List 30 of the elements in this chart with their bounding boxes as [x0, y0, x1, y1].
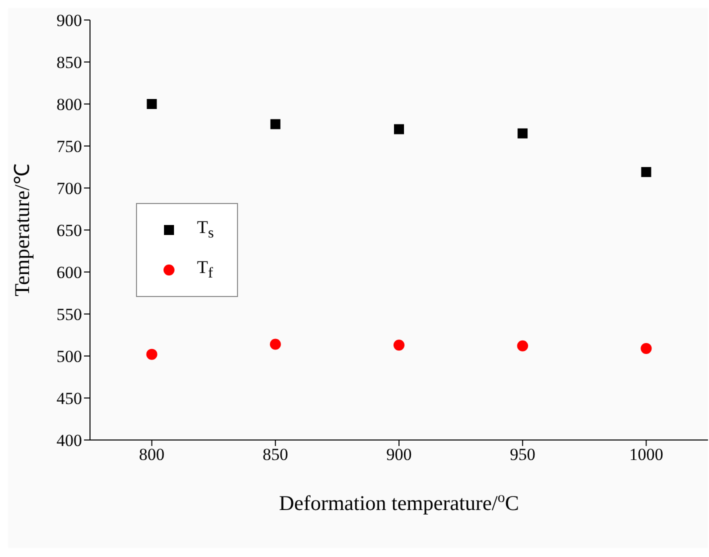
- point: [640, 342, 652, 354]
- x-axis-title: Deformation temperature/$^{o}$C: [278, 490, 520, 515]
- y-tick-label: 700: [56, 179, 82, 198]
- y-tick-label: 550: [56, 305, 82, 324]
- point: [394, 124, 404, 134]
- y-tick-label: 850: [56, 53, 82, 72]
- y-tick-label: 600: [56, 263, 82, 282]
- point: [270, 119, 280, 130]
- x-tick-label: 950: [510, 445, 536, 464]
- point: [518, 128, 528, 138]
- x-tick-label: 850: [262, 445, 288, 464]
- y-tick-label: 400: [56, 431, 82, 450]
- legend-label: T$_{f}$: [197, 257, 213, 283]
- point: [270, 338, 281, 350]
- y-axis-title: Temperature/℃: [10, 164, 34, 296]
- point: [146, 99, 157, 109]
- point: [517, 340, 528, 352]
- x-tick-label: 900: [386, 445, 412, 464]
- point: [641, 167, 652, 178]
- x-tick-label: 1000: [629, 445, 664, 464]
- point: [394, 340, 404, 351]
- y-tick-label: 650: [56, 221, 82, 240]
- y-tick-label: 800: [56, 95, 82, 114]
- y-tick-label: 450: [56, 389, 82, 408]
- legend-label: T$_{s}$: [197, 217, 214, 243]
- point: [146, 348, 158, 360]
- x-tick-label: 800: [139, 445, 165, 464]
- y-tick-label: 750: [56, 137, 82, 156]
- y-tick-label: 900: [56, 11, 82, 30]
- y-tick-label: 500: [56, 347, 82, 366]
